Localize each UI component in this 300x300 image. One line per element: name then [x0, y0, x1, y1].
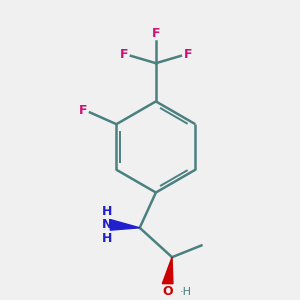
Text: O: O: [162, 285, 173, 298]
Text: F: F: [79, 104, 88, 118]
Text: F: F: [184, 48, 192, 61]
Polygon shape: [162, 257, 173, 284]
Text: H: H: [102, 232, 112, 245]
Text: F: F: [152, 27, 160, 40]
Text: N: N: [102, 218, 112, 231]
Polygon shape: [110, 220, 140, 230]
Text: F: F: [119, 48, 128, 61]
Text: ·H: ·H: [179, 286, 191, 297]
Text: H: H: [102, 205, 112, 218]
